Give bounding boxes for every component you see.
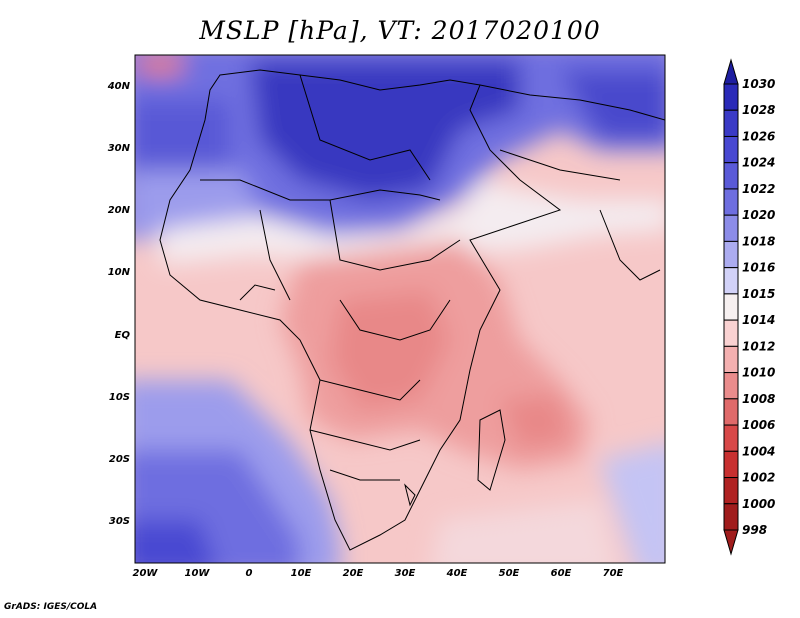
colorbar-label: 1006 (742, 418, 775, 432)
colorbar-label: 1030 (742, 77, 775, 91)
colorbar-segment (723, 293, 739, 321)
colorbar-label: 998 (742, 523, 767, 537)
lon-tick: 70E (603, 568, 624, 579)
colorbar-segment (723, 109, 739, 137)
colorbar-label: 1002 (742, 471, 775, 485)
colorbar-bottom-arrow (723, 529, 739, 556)
coastlines (159, 69, 665, 551)
colorbar-segment (723, 398, 739, 426)
colorbar-segment (723, 319, 739, 347)
lat-tick: 10S (109, 392, 130, 403)
colorbar-label: 1016 (742, 261, 775, 275)
lat-tick: 20S (109, 454, 130, 465)
chart-title: MSLP [hPa], VT: 2017020100 (199, 16, 601, 45)
lon-tick: 40E (446, 568, 468, 579)
lon-tick: 50E (499, 568, 520, 579)
lon-tick: 10E (291, 568, 312, 579)
colorbar-label: 1010 (742, 366, 775, 380)
colorbar-segment (723, 83, 739, 111)
plot-frame (134, 54, 666, 564)
colorbar-label: 1000 (742, 497, 775, 511)
colorbar-segment (723, 188, 739, 216)
colorbar-segment (723, 424, 739, 452)
lon-tick: 30E (395, 568, 416, 579)
colorbar-segment (723, 372, 739, 400)
colorbar-segment (723, 240, 739, 269)
latitude-axis: 40N 30N 20N 10N EQ 10S 20S 30S (107, 81, 131, 527)
colorbar-segment (723, 477, 739, 505)
lon-tick: 0 (246, 568, 253, 579)
lon-tick: 10W (185, 568, 211, 579)
longitude-axis: 20W 10W 0 10E 20E 30E 40E 50E 60E 70E (133, 568, 624, 579)
colorbar-segment (723, 345, 739, 374)
colorbar-label: 1026 (742, 129, 775, 143)
colorbar-segment (723, 135, 739, 164)
colorbar-top-arrow (723, 58, 739, 85)
colorbar-segment (723, 267, 739, 295)
colorbar-label: 1008 (742, 392, 775, 406)
pressure-field (135, 55, 665, 563)
lat-tick: 40N (107, 81, 131, 92)
colorbar-segment (723, 162, 739, 190)
lat-tick: 10N (108, 267, 131, 278)
lat-tick: 30S (109, 516, 130, 527)
credit-text: GrADS: IGES/COLA (4, 602, 98, 612)
colorbar-label: 1012 (742, 339, 775, 353)
colorbar-segment (723, 503, 739, 531)
colorbar-label: 1014 (742, 313, 775, 327)
lat-tick: 20N (108, 205, 131, 216)
lon-tick: 20E (343, 568, 364, 579)
colorbar-label: 1024 (742, 156, 775, 170)
colorbar-label: 1018 (742, 234, 775, 248)
lat-tick: 30N (108, 143, 131, 154)
lon-tick: 60E (551, 568, 572, 579)
lon-tick: 20W (133, 568, 159, 579)
colorbar-label: 1022 (742, 182, 775, 196)
colorbar-segment (723, 214, 739, 242)
colorbar: 1030 1028 1026 1024 1022 1020 1018 1016 1015 1014… (723, 58, 775, 556)
colorbar-label: 1020 (742, 208, 775, 222)
colorbar-label: 1015 (742, 287, 775, 301)
colorbar-segment (723, 450, 739, 479)
colorbar-label: 1004 (742, 444, 775, 458)
colorbar-label: 1028 (742, 103, 775, 117)
lat-tick: EQ (115, 330, 131, 341)
